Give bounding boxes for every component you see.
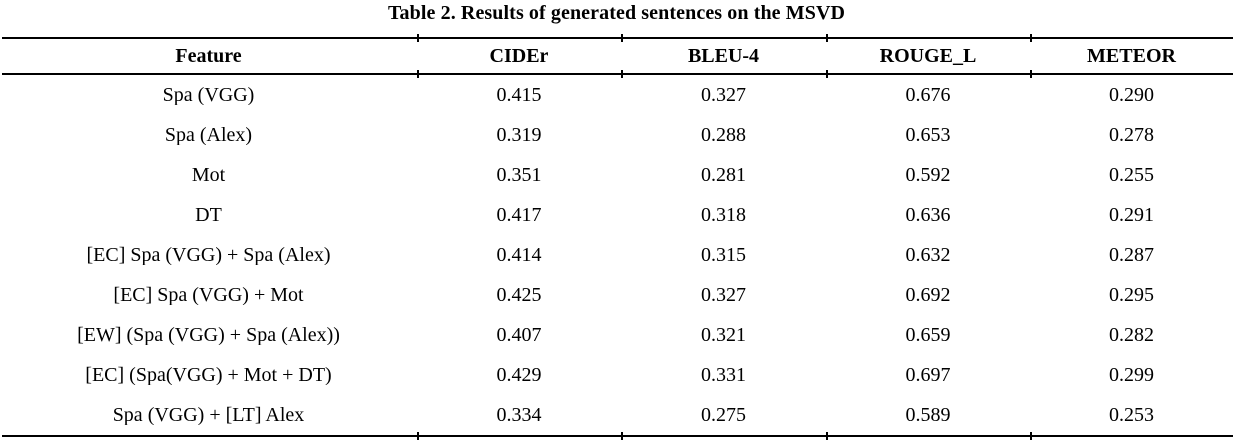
feature-cell: Spa (Alex) — [164, 125, 253, 145]
metric-cell: 0.429 — [496, 365, 542, 385]
metric-cell: 0.653 — [905, 125, 951, 145]
metric-cell: 0.255 — [1109, 165, 1154, 185]
column-header-rougel: ROUGE_L — [879, 46, 977, 66]
column-separator-tick — [826, 432, 828, 440]
column-separator-tick — [417, 34, 419, 42]
column-separator-tick — [621, 70, 623, 78]
metric-cell: 0.327 — [701, 85, 746, 105]
column-separator-tick — [826, 34, 828, 42]
metric-cell: 0.692 — [905, 285, 951, 305]
results-table: Feature CIDEr BLEU-4 ROUGE_L METEOR Spa … — [0, 34, 1233, 440]
metric-cell: 0.287 — [1109, 245, 1154, 265]
column-separator-tick — [826, 70, 828, 78]
column-header-meteor: METEOR — [1087, 46, 1176, 66]
table-header-rule — [2, 73, 1233, 75]
metric-cell: 0.414 — [496, 245, 542, 265]
feature-cell: DT — [195, 205, 222, 225]
metric-cell: 0.351 — [496, 165, 542, 185]
metric-cell: 0.331 — [701, 365, 746, 385]
metric-cell: 0.318 — [701, 205, 746, 225]
metric-cell: 0.676 — [905, 85, 951, 105]
metric-cell: 0.253 — [1109, 405, 1154, 425]
metric-cell: 0.299 — [1109, 365, 1154, 385]
column-separator-tick — [621, 432, 623, 440]
column-separator-tick — [1030, 432, 1032, 440]
column-header-feature: Feature — [175, 46, 242, 66]
metric-cell: 0.275 — [701, 405, 746, 425]
feature-cell: [EC] (Spa(VGG) + Mot + DT) — [85, 365, 332, 385]
table-row: [EC] Spa (VGG) + Spa (Alex) 0.414 0.315 0.6… — [0, 235, 1233, 275]
feature-cell: Mot — [191, 165, 226, 185]
column-separator-tick — [1030, 70, 1032, 78]
table-top-rule — [2, 37, 1233, 39]
feature-cell: [EW] (Spa (VGG) + Spa (Alex)) — [77, 325, 340, 345]
feature-cell: Spa (VGG) — [162, 85, 255, 105]
metric-cell: 0.697 — [905, 365, 951, 385]
metric-cell: 0.327 — [701, 285, 746, 305]
metric-cell: 0.291 — [1109, 205, 1154, 225]
table-bottom-rule — [2, 435, 1233, 437]
table-row: [EC] (Spa(VGG) + Mot + DT) 0.429 0.331 0.69… — [0, 355, 1233, 395]
metric-cell: 0.407 — [496, 325, 542, 345]
column-separator-tick — [1030, 34, 1032, 42]
metric-cell: 0.295 — [1109, 285, 1154, 305]
column-separator-tick — [417, 432, 419, 440]
metric-cell: 0.636 — [905, 205, 951, 225]
metric-cell: 0.659 — [905, 325, 951, 345]
metric-cell: 0.334 — [496, 405, 542, 425]
metric-cell: 0.592 — [905, 165, 951, 185]
table-row: Spa (Alex) 0.319 0.288 0.653 0.278 — [0, 115, 1233, 155]
metric-cell: 0.319 — [496, 125, 542, 145]
metric-cell: 0.281 — [701, 165, 746, 185]
metric-cell: 0.315 — [701, 245, 746, 265]
metric-cell: 0.290 — [1109, 85, 1154, 105]
table-row: [EW] (Spa (VGG) + Spa (Alex)) 0.407 0.321 0… — [0, 315, 1233, 355]
metric-cell: 0.632 — [905, 245, 951, 265]
column-separator-tick — [417, 70, 419, 78]
table-row: Mot 0.351 0.281 0.592 0.255 — [0, 155, 1233, 195]
table-caption: Table 2. Results of generated sentences … — [387, 2, 846, 24]
table-row: Spa (VGG) 0.415 0.327 0.676 0.290 — [0, 75, 1233, 115]
feature-cell: [EC] Spa (VGG) + Spa (Alex) — [86, 245, 331, 265]
metric-cell: 0.278 — [1109, 125, 1154, 145]
table-row: DT 0.417 0.318 0.636 0.291 — [0, 195, 1233, 235]
table-row: Spa (VGG) + [LT] Alex 0.334 0.275 0.589 0.25… — [0, 395, 1233, 435]
table-row: [EC] Spa (VGG) + Mot 0.425 0.327 0.692 0.295 — [0, 275, 1233, 315]
metric-cell: 0.321 — [701, 325, 746, 345]
table-body: Spa (VGG) 0.415 0.327 0.676 0.290 Spa (Alex) 0… — [0, 75, 1233, 435]
metric-cell: 0.415 — [496, 85, 542, 105]
feature-cell: [EC] Spa (VGG) + Mot — [113, 285, 304, 305]
column-header-bleu4: BLEU-4 — [687, 46, 760, 66]
metric-cell: 0.282 — [1109, 325, 1154, 345]
table-header-row: Feature CIDEr BLEU-4 ROUGE_L METEOR — [0, 39, 1233, 73]
column-separator-tick — [621, 34, 623, 42]
metric-cell: 0.288 — [701, 125, 746, 145]
metric-cell: 0.589 — [905, 405, 951, 425]
column-header-cider: CIDEr — [489, 46, 549, 66]
metric-cell: 0.417 — [496, 205, 542, 225]
feature-cell: Spa (VGG) + [LT] Alex — [112, 405, 305, 425]
metric-cell: 0.425 — [496, 285, 542, 305]
